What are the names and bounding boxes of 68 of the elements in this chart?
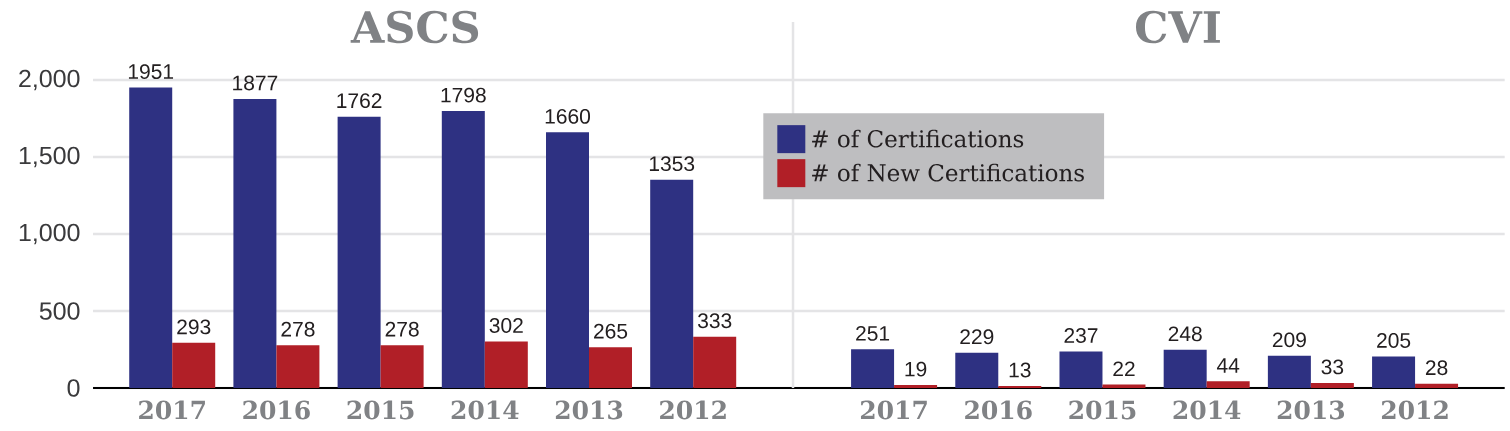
bar [693,336,737,388]
bar [380,345,424,388]
bar [894,385,938,388]
x-tick-label: 2013 [1277,400,1345,420]
data-label: 265 [594,323,628,339]
data-label: 1660 [545,108,591,124]
data-label: 1762 [337,93,382,109]
x-tick-label: 2017 [139,400,205,420]
bar [1206,381,1250,388]
data-label: 293 [177,319,211,335]
x-tick-label: 2017 [860,400,927,420]
chart-title: ASCS [350,10,479,44]
data-label: 278 [385,321,419,337]
x-tick-label: 2014 [451,400,519,420]
data-label: 22 [1113,361,1135,377]
bar [441,111,485,388]
x-tick-label: 2016 [965,400,1032,420]
bar [484,341,528,388]
data-label: 44 [1216,358,1240,373]
bar [1372,356,1416,388]
data-label: 28 [1425,360,1448,376]
x-tick-label: 2012 [660,400,726,420]
y-tick-label: 500 [39,302,80,320]
data-label: 251 [856,325,890,341]
chart-title: CVI [1135,10,1220,44]
bar [650,179,694,388]
data-label: 333 [697,313,732,329]
x-tick-label: 2015 [347,400,414,420]
bar [276,345,320,388]
bar [589,347,632,388]
data-label: 205 [1377,333,1411,348]
bar [172,342,216,388]
bar [1059,351,1103,388]
x-tick-label: 2014 [1173,400,1241,420]
data-label: 13 [1009,362,1031,378]
bar [129,87,173,388]
bar [1163,349,1207,388]
data-label: 1877 [233,75,278,91]
x-tick-label: 2013 [555,400,623,420]
data-label: 248 [1168,326,1202,342]
bar [955,352,999,388]
data-label: 33 [1321,359,1344,375]
y-tick-label: 1,500 [19,146,80,168]
data-label: 278 [281,321,315,337]
data-label: 209 [1272,332,1306,348]
bar [998,385,1042,388]
x-tick-label: 2012 [1381,400,1448,420]
bar [1415,383,1459,388]
y-tick-label: 0 [67,379,80,397]
data-label: 229 [960,329,994,345]
x-tick-label: 2016 [243,400,310,420]
bar [1267,355,1311,388]
data-label: 1798 [441,87,486,103]
legend-label: # of Certifications [812,129,1024,148]
bar [1310,382,1354,388]
data-label: 19 [905,361,927,377]
y-tick-label: 1,000 [19,223,80,245]
bar [851,349,895,388]
data-label: 302 [489,318,523,333]
bar [546,132,589,388]
data-label: 237 [1064,328,1098,343]
legend-label: # of New Certifications [812,163,1084,182]
data-label: 1951 [128,64,174,80]
data-label: 1353 [649,156,695,172]
bar [337,116,381,388]
x-tick-label: 2015 [1069,400,1136,420]
bar [233,98,277,388]
y-tick-label: 2,000 [19,69,80,91]
